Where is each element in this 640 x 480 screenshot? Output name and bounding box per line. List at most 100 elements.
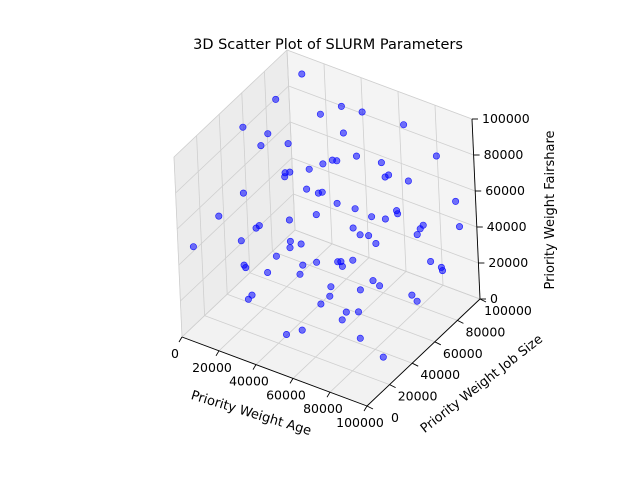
- scatter-point: [305, 165, 313, 173]
- scatter-point: [284, 140, 292, 148]
- x-tick-label: 20000: [192, 360, 232, 375]
- scatter-point: [354, 308, 362, 316]
- z-tick-label: 60000: [485, 183, 525, 198]
- scatter-point: [303, 185, 311, 193]
- scatter-point: [349, 256, 357, 264]
- scatter-point: [337, 102, 345, 110]
- y-gridline-left: [196, 135, 205, 316]
- y-gridline-left: [286, 49, 296, 231]
- y-gridline-left: [218, 114, 228, 295]
- z-gridline-back: [291, 157, 477, 228]
- z-gridline-left: [176, 121, 291, 230]
- scatter-point: [242, 264, 250, 272]
- x-tick-mark: [289, 378, 294, 384]
- y-tick-label: 60000: [443, 346, 483, 361]
- scatter-point: [404, 177, 412, 185]
- scatter-point: [333, 157, 341, 165]
- x-tick-label: 60000: [266, 387, 306, 402]
- scatter-point: [297, 240, 305, 248]
- scatter-point: [272, 252, 280, 260]
- scatter-point: [189, 243, 197, 251]
- z-tick-label: 80000: [484, 147, 524, 162]
- axis-panes: [173, 49, 481, 407]
- z-gridline-back: [293, 193, 479, 264]
- x-axis-line: [181, 336, 368, 407]
- y-tick-label: 40000: [420, 367, 460, 382]
- z-gridline-back: [288, 85, 474, 156]
- scatter-point: [437, 263, 445, 271]
- scatter-point: [299, 261, 307, 269]
- scatter-point: [342, 308, 350, 316]
- z-axis-line: [471, 118, 481, 300]
- scatter-point: [358, 108, 366, 116]
- z-tick-label: 40000: [487, 219, 527, 234]
- scatter-point: [255, 222, 263, 230]
- y-tick-mark: [389, 384, 396, 389]
- y-gridline-floor: [227, 293, 413, 364]
- scatter-point: [313, 258, 321, 266]
- scatter-point: [316, 110, 324, 118]
- x-tick-label: 0: [171, 346, 179, 361]
- scatter-point: [264, 268, 272, 276]
- scatter-point: [379, 353, 387, 361]
- y-gridline-left: [241, 92, 251, 273]
- scatter-point: [296, 270, 304, 278]
- scatter-point: [264, 130, 272, 138]
- x-gridline-back: [434, 105, 444, 286]
- scatter-point: [298, 326, 306, 334]
- x-tick-label: 40000: [229, 374, 269, 389]
- scatter-point: [416, 225, 424, 233]
- scatter-point: [376, 282, 384, 290]
- scatter-point: [282, 330, 290, 338]
- z-gridline-left: [175, 85, 289, 194]
- y-gridline-floor: [204, 315, 390, 385]
- data-points: [189, 70, 463, 361]
- scatter-point: [338, 316, 346, 324]
- scatter-point: [369, 277, 377, 285]
- x-gridline-back: [397, 91, 407, 272]
- scatter-point: [427, 257, 435, 265]
- scatter-point: [452, 197, 460, 205]
- scatter-point: [381, 215, 389, 223]
- scatter-point: [400, 121, 408, 129]
- x-tick-mark: [252, 364, 257, 370]
- scatter-point: [351, 205, 359, 213]
- scatter-point: [317, 300, 325, 308]
- y-gridline-floor: [294, 229, 481, 300]
- x-tick-label: 100000: [336, 415, 384, 430]
- scatter-point: [368, 213, 376, 221]
- scatter-point: [393, 207, 401, 215]
- y-tick-mark: [457, 319, 464, 324]
- scatter-point: [356, 286, 364, 294]
- scatter-point: [339, 129, 347, 137]
- y-tick-label: 100000: [484, 303, 532, 318]
- z-tick-label: 0: [490, 291, 498, 306]
- x-tick-mark: [363, 405, 368, 412]
- scatter-point: [356, 334, 364, 342]
- x-gridline-floor: [292, 271, 407, 379]
- x-tick-mark: [215, 350, 220, 357]
- scatter-point: [285, 216, 293, 224]
- y-gridline-left: [173, 156, 183, 338]
- axis-lines: [178, 118, 487, 412]
- scatter-point: [286, 237, 294, 245]
- scatter-point: [455, 223, 463, 231]
- y-tick-mark: [411, 362, 419, 367]
- scatter-point: [281, 169, 289, 177]
- z-gridline-left: [173, 49, 288, 158]
- x-tick-mark: [178, 336, 183, 343]
- scatter-point: [365, 232, 373, 240]
- scatter-point: [413, 297, 421, 305]
- scatter-point: [298, 70, 306, 78]
- x-gridline-floor: [329, 284, 444, 393]
- y-tick-mark: [479, 298, 487, 303]
- scatter-point: [413, 231, 421, 239]
- z-axis-label: Priority Weight Fairshare: [543, 130, 558, 289]
- scatter-point: [257, 142, 265, 150]
- scatter-point: [326, 292, 334, 300]
- scatter-point: [408, 291, 416, 299]
- y-gridline-left: [264, 71, 273, 252]
- z-tick-label: 20000: [488, 255, 528, 270]
